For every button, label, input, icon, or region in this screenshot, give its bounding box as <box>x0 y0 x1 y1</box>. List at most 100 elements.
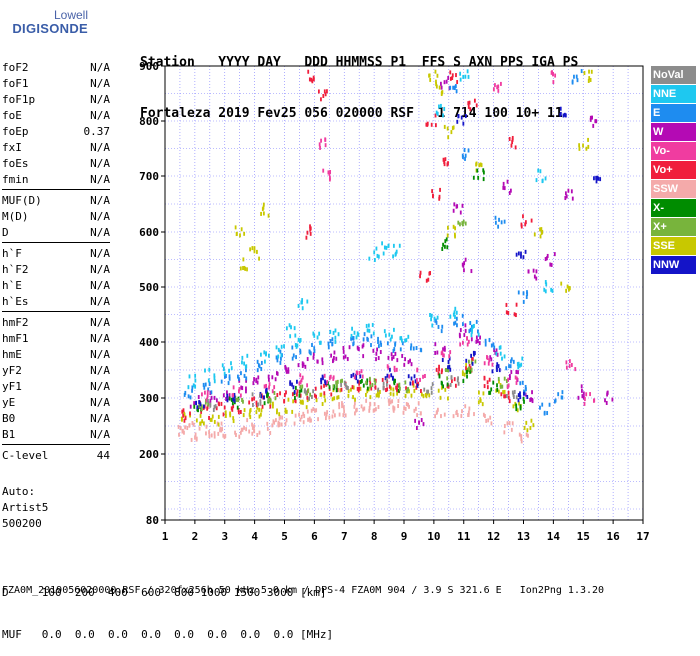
echo-point <box>479 162 482 167</box>
echo-point <box>472 324 475 329</box>
y-tick-label: 700 <box>139 170 159 183</box>
echo-point <box>522 396 525 401</box>
echo-point <box>393 381 396 386</box>
echo-point <box>343 409 346 414</box>
echo-point <box>309 392 312 397</box>
lowell-digisonde-logo: Lowell DIGISONDE <box>12 8 88 48</box>
echo-point <box>434 342 437 347</box>
echo-point <box>355 373 357 378</box>
param-row: fxI N/A <box>2 140 110 156</box>
echo-point <box>230 366 233 371</box>
echo-point <box>324 92 327 97</box>
echo-point <box>356 371 359 376</box>
echo-point <box>303 414 306 419</box>
echo-point <box>475 339 478 344</box>
echo-point <box>482 168 485 173</box>
echo-point <box>459 334 461 339</box>
echo-point <box>358 380 361 385</box>
echo-point <box>213 431 216 436</box>
param-name: yF2 <box>2 364 22 377</box>
echo-point <box>306 230 309 235</box>
echo-point <box>389 400 392 405</box>
echo-point <box>407 360 410 365</box>
echo-point <box>248 429 251 434</box>
echo-point <box>493 345 496 350</box>
echo-point <box>442 242 444 247</box>
echo-point <box>434 350 437 355</box>
echo-point <box>195 418 198 423</box>
echo-point <box>527 269 530 274</box>
echo-point <box>332 376 335 381</box>
echo-point <box>223 405 226 410</box>
echo-point <box>298 393 301 398</box>
echo-point <box>573 74 575 79</box>
echo-point <box>441 358 444 363</box>
echo-point <box>464 114 467 119</box>
echo-point <box>410 376 413 381</box>
echo-point <box>442 353 444 358</box>
echo-point <box>486 355 489 360</box>
echo-point <box>513 312 516 317</box>
echo-point <box>332 384 335 389</box>
echo-point <box>214 404 217 409</box>
echo-point <box>438 85 441 90</box>
echo-point <box>496 383 498 388</box>
echo-point <box>207 378 210 383</box>
echo-point <box>292 399 295 404</box>
echo-point <box>508 421 511 426</box>
x-tick-label: 10 <box>427 530 440 543</box>
echo-point <box>289 381 292 386</box>
echo-point <box>466 374 468 379</box>
echo-point <box>302 400 304 405</box>
echo-point <box>215 406 218 411</box>
echo-point <box>499 345 502 350</box>
echo-point <box>271 375 274 380</box>
echo-point <box>522 291 525 296</box>
echo-point <box>269 401 272 406</box>
echo-point <box>313 346 316 351</box>
echo-point <box>267 213 270 218</box>
echo-point <box>319 340 321 345</box>
echo-point <box>288 323 291 328</box>
echo-point <box>466 336 468 341</box>
legend-item-vo-: Vo- <box>651 142 696 160</box>
x-tick-label: 1 <box>162 530 169 543</box>
echo-point <box>220 379 223 384</box>
echo-point <box>381 241 383 246</box>
file-info-footer: FZA0M_2019056020000.RSF / 320fx256h 50 k… <box>2 585 605 596</box>
echo-point <box>561 390 564 395</box>
echo-point <box>308 77 311 82</box>
echo-point <box>239 409 242 414</box>
echo-point <box>268 382 271 387</box>
echo-point <box>299 348 302 353</box>
echo-point <box>199 413 202 418</box>
echo-point <box>498 368 501 373</box>
echo-point <box>409 346 412 351</box>
param-row: yF1 N/A <box>2 379 110 395</box>
x-tick-label: 6 <box>311 530 318 543</box>
echo-point <box>484 342 487 347</box>
echo-point <box>334 328 337 333</box>
param-name: h`F <box>2 247 22 260</box>
echo-point <box>399 386 401 391</box>
echo-point <box>492 87 495 92</box>
echo-point <box>241 397 243 402</box>
echo-point <box>436 409 439 414</box>
echo-point <box>570 362 573 367</box>
echo-point <box>228 374 231 379</box>
echo-point <box>373 258 376 263</box>
echo-point <box>243 425 245 430</box>
param-value: N/A <box>90 194 110 207</box>
echo-point <box>478 163 481 168</box>
echo-point <box>490 343 493 348</box>
echo-point <box>375 393 378 398</box>
echo-point <box>464 323 467 328</box>
echo-point <box>183 392 186 397</box>
echo-point <box>591 115 593 120</box>
echo-point <box>276 393 279 398</box>
echo-point <box>444 368 447 373</box>
echo-point <box>489 390 492 395</box>
echo-point <box>405 338 408 343</box>
echo-point <box>224 410 227 415</box>
echo-point <box>234 430 236 435</box>
